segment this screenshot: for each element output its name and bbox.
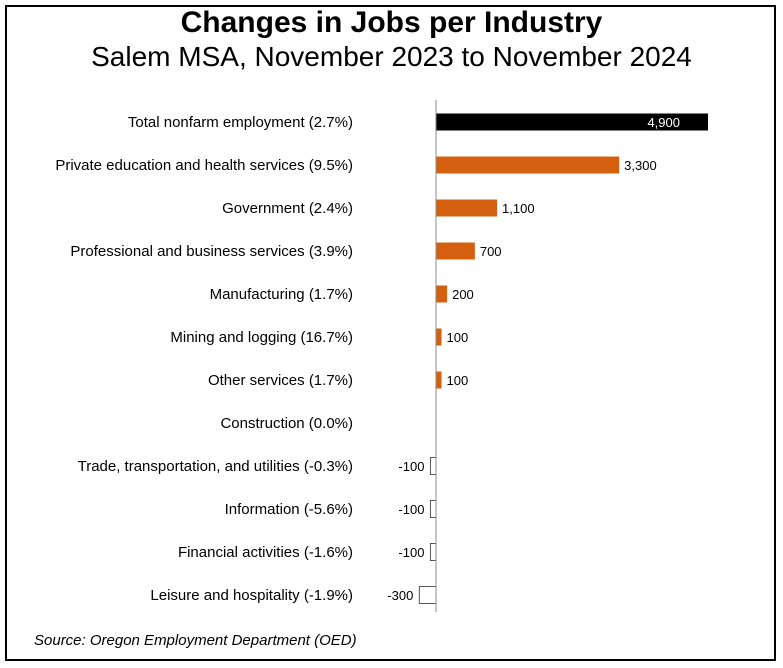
- data-label: 100: [447, 330, 469, 345]
- data-label: 3,300: [624, 158, 657, 173]
- bar: [436, 199, 498, 217]
- category-label: Leisure and hospitality (-1.9%): [150, 587, 353, 604]
- bar: [429, 500, 437, 518]
- bar: [436, 113, 708, 131]
- data-label: -100: [398, 545, 424, 560]
- category-label: Private education and health services (9…: [55, 157, 353, 174]
- category-label: Professional and business services (3.9%…: [70, 243, 353, 260]
- data-label: 4,900: [647, 115, 680, 130]
- data-label: -100: [398, 459, 424, 474]
- bars-group: Total nonfarm employment (2.7%) 4,900 Priv…: [55, 113, 708, 604]
- category-label: Mining and logging (16.7%): [170, 329, 353, 346]
- category-label: Construction (0.0%): [220, 415, 353, 432]
- data-label: 700: [480, 244, 502, 259]
- data-label: 1,100: [502, 201, 535, 216]
- data-label: 200: [452, 287, 474, 302]
- chart-title: Changes in Jobs per Industry: [180, 6, 603, 39]
- category-label: Total nonfarm employment (2.7%): [128, 114, 353, 131]
- bar: [436, 242, 475, 260]
- chart-subtitle: Salem MSA, November 2023 to November 202…: [91, 41, 692, 72]
- category-label: Information (-5.6%): [225, 501, 353, 518]
- bar: [436, 285, 448, 303]
- category-label: Trade, transportation, and utilities (-0…: [78, 458, 353, 475]
- category-label: Financial activities (-1.6%): [178, 544, 353, 561]
- data-label: -100: [398, 502, 424, 517]
- source-note: Source: Oregon Employment Department (OE…: [34, 632, 357, 649]
- data-label: -300: [387, 588, 413, 603]
- bar: [436, 328, 442, 346]
- bar: [418, 586, 437, 604]
- bar: [436, 156, 620, 174]
- category-label: Manufacturing (1.7%): [210, 286, 353, 303]
- bar: [429, 457, 437, 475]
- bar: [429, 543, 437, 561]
- bar: [436, 371, 442, 389]
- category-label: Other services (1.7%): [208, 372, 353, 389]
- data-label: 100: [447, 373, 469, 388]
- category-label: Government (2.4%): [222, 200, 353, 217]
